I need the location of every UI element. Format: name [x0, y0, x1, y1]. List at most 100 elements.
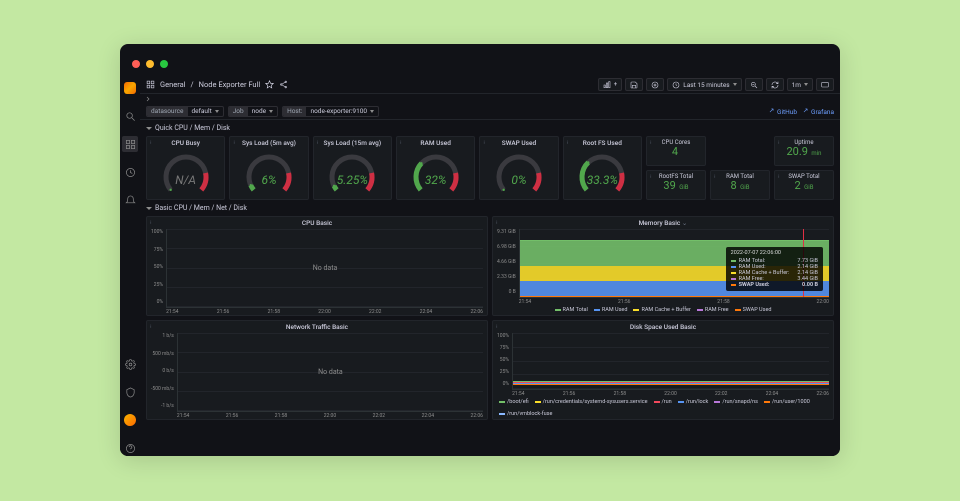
stat-unit: min [810, 150, 822, 157]
gauge-value: 5.25% [325, 173, 379, 187]
cycle-view-button[interactable] [816, 78, 834, 91]
add-panel-button[interactable]: + [598, 78, 622, 91]
variable-datasource[interactable]: datasource default [146, 106, 224, 117]
help-icon[interactable] [122, 440, 138, 456]
cpu-basic-title: CPU Basic [147, 217, 487, 227]
legend-item[interactable]: RAM Free [697, 307, 729, 313]
stat-panel[interactable]: ⁝ CPU Cores 4 [646, 136, 706, 166]
search-icon[interactable] [122, 108, 138, 124]
panel-handle-icon: ⁝ [496, 220, 498, 226]
settings-button[interactable] [646, 78, 664, 91]
network-basic-panel[interactable]: ⁝ Network Traffic Basic 1 b/s500 mb/s0 b… [146, 320, 488, 420]
legend-item[interactable]: /run/vmblock-fuse [499, 411, 552, 417]
maximize-icon[interactable] [160, 60, 168, 68]
gauge: 0% [492, 153, 546, 193]
refresh-interval-picker[interactable]: 1m [787, 78, 813, 91]
disk-basic-panel[interactable]: ⁝ Disk Space Used Basic 100%75%50%25%0% … [492, 320, 834, 420]
dock-toggle-icon[interactable] [144, 95, 152, 103]
legend-item[interactable]: RAM Used [594, 307, 628, 313]
legend-item[interactable]: RAM Total [555, 307, 588, 313]
panel-handle-icon: ⁝ [150, 140, 152, 146]
traffic-lights [132, 60, 168, 68]
gauge-panel[interactable]: ⁝ Sys Load (15m avg) 5.25% [313, 136, 392, 200]
row-quick-header[interactable]: Quick CPU / Mem / Disk [146, 124, 834, 132]
variable-job[interactable]: Job node [228, 106, 278, 117]
star-icon[interactable] [265, 80, 274, 89]
network-x-axis: 21:5421:5621:5822:0022:0222:0422:06 [177, 412, 483, 419]
legend-item[interactable]: /run/credentials/systemd-sysusers.servic… [535, 399, 648, 405]
disk-y-axis: 100%75%50%25%0% [497, 333, 512, 397]
gauge-panel[interactable]: ⁝ Sys Load (5m avg) 6% [229, 136, 308, 200]
dashboards-icon[interactable] [122, 136, 138, 152]
panel-handle-icon: ⁝ [150, 220, 152, 226]
variable-bar: datasource default Job node Host: node-e… [140, 104, 840, 120]
link-grafana[interactable]: Grafana [801, 108, 834, 116]
stat-column: ⁝ Uptime 20.9 min ⁝ SWAP Total 2 GiB [774, 136, 834, 200]
profile-avatar[interactable] [122, 412, 138, 428]
gauge-value: 32% [409, 173, 463, 187]
time-range-label: Last 15 minutes [683, 81, 729, 89]
refresh-button[interactable] [766, 78, 784, 91]
dashboard-content: Quick CPU / Mem / Disk ⁝ CPU Busy N/A ⁝ … [140, 120, 840, 456]
time-range-picker[interactable]: Last 15 minutes [667, 78, 741, 91]
explore-icon[interactable] [122, 164, 138, 180]
legend-item[interactable]: /run/lock [678, 399, 709, 405]
gauge-title: SWAP Used [480, 137, 557, 147]
gauge-panel[interactable]: ⁝ SWAP Used 0% [479, 136, 558, 200]
panel-handle-icon: ⁝ [150, 324, 152, 330]
memory-x-axis: 21:5421:5621:5822:00 [519, 298, 829, 305]
legend-item[interactable]: SWAP Used [735, 307, 772, 313]
legend-item[interactable]: /boot/efi [499, 399, 529, 405]
panel-handle-icon: ⁝ [650, 174, 652, 180]
disk-x-axis: 21:5421:5621:5822:0022:0222:0422:06 [512, 390, 829, 397]
save-button[interactable] [625, 78, 643, 91]
stat-unit: GiB [803, 184, 814, 191]
gauge-title: RAM Used [397, 137, 474, 147]
link-github[interactable]: GitHub [767, 108, 797, 116]
memory-y-axis: 9.31 GiB6.98 GiB4.66 GiB2.33 GiB0 B [497, 229, 519, 305]
cpu-basic-panel[interactable]: ⁝ CPU Basic 100%75%50%25%0% No data 21:5… [146, 216, 488, 316]
minimize-icon[interactable] [146, 60, 154, 68]
alerting-icon[interactable] [122, 192, 138, 208]
breadcrumb-sep: / [191, 80, 194, 89]
panel-handle-icon: ⁝ [778, 174, 780, 180]
memory-basic-panel[interactable]: ⁝ Memory Basic ⌄ 9.31 GiB6.98 GiB4.66 Gi… [492, 216, 834, 316]
zoom-out-button[interactable] [745, 78, 763, 91]
panel-handle-icon: ⁝ [567, 140, 569, 146]
gauge-panel[interactable]: ⁝ CPU Busy N/A [146, 136, 225, 200]
breadcrumb-dashboard[interactable]: Node Exporter Full [199, 80, 261, 89]
gauge-panel[interactable]: ⁝ Root FS Used 33.3% [563, 136, 642, 200]
config-icon[interactable] [122, 356, 138, 372]
network-basic-title: Network Traffic Basic [147, 321, 487, 331]
disk-basic-title: Disk Space Used Basic [493, 321, 833, 331]
stat-value: 8 [730, 179, 736, 192]
breadcrumb-folder[interactable]: General [160, 80, 186, 89]
gauge: 6% [242, 153, 296, 193]
row-basic-header[interactable]: Basic CPU / Mem / Net / Disk [146, 204, 834, 212]
share-icon[interactable] [279, 80, 288, 89]
gauge-panel[interactable]: ⁝ RAM Used 32% [396, 136, 475, 200]
memory-legend: RAM Total RAM Used RAM Cache + Buffer RAM F… [493, 305, 833, 315]
stat-panel[interactable]: ⁝ Uptime 20.9 min [774, 136, 834, 166]
close-icon[interactable] [132, 60, 140, 68]
legend-item[interactable]: /run [654, 399, 672, 405]
grafana-logo[interactable] [122, 80, 138, 96]
stat-panel[interactable]: ⁝ RootFS Total 39 GiB [646, 170, 706, 200]
stat-panel[interactable]: ⁝ RAM Total 8 GiB [710, 170, 770, 200]
stat-title: RAM Total [726, 173, 754, 180]
admin-icon[interactable] [122, 384, 138, 400]
refresh-interval: 1m [792, 81, 801, 89]
gauge-title: CPU Busy [147, 137, 224, 147]
legend-item[interactable]: RAM Cache + Buffer [633, 307, 690, 313]
stat-value: 2 [794, 179, 800, 192]
network-no-data: No data [178, 333, 483, 411]
variable-host[interactable]: Host: node-exporter:9100 [282, 106, 379, 117]
gauge-title: Root FS Used [564, 137, 641, 147]
network-y-axis: 1 b/s500 mb/s0 b/s-500 mb/s-1 b/s [151, 333, 177, 419]
cpu-plot-area: No data [166, 229, 483, 308]
stat-panel[interactable]: ⁝ SWAP Total 2 GiB [774, 170, 834, 200]
legend-item[interactable]: /run/user/1000 [764, 399, 810, 405]
row-basic-title: Basic CPU / Mem / Net / Disk [155, 204, 247, 212]
legend-item[interactable]: /run/snapd/ns [714, 399, 758, 405]
dashboard-icon [146, 80, 155, 89]
